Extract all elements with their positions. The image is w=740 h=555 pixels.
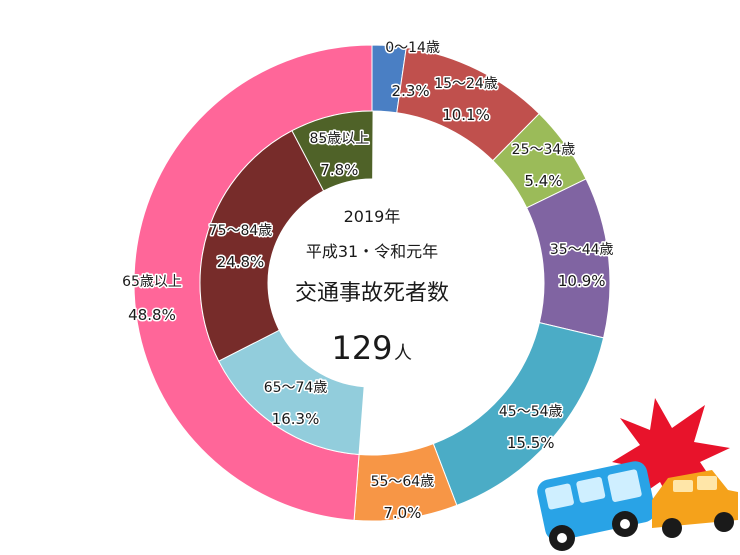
car-icon [652,470,738,538]
outer-slice-percent: 10.1% [442,106,490,124]
inner-slice-percent: 7.8% [320,161,358,179]
outer-slice-label: 45～54歳 [499,404,563,420]
center-year: 2019年 [344,207,401,226]
outer-slice-label: 25～34歳 [512,142,576,158]
center-count: 129 [331,329,392,367]
car-crash-illustration [537,398,738,551]
outer-slice-percent: 5.4% [524,172,562,190]
outer-slice-label: 0～14歳 [385,40,440,56]
inner-slice-label: 75～84歳 [209,223,273,239]
outer-labels: 0～14歳 2.3% 15～24歳 10.1% 25～34歳 5.4% 35～44歳 10.9… [121,39,615,524]
bus-icon [537,461,656,551]
outer-slice-percent: 2.3% [392,82,430,100]
inner-labels: 65～74歳 16.3% 75～84歳 24.8% 85歳以上 7.8% [207,129,371,429]
outer-slice-percent: 7.0% [383,504,421,522]
outer-slice-percent: 48.8% [128,306,176,324]
outer-slice [526,178,611,339]
outer-slice-label: 15～24歳 [434,76,498,92]
center-title: 交通事故死者数 [295,281,449,306]
outer-slice-label: 35～44歳 [550,242,614,258]
outer-slice-label: 65歳以上 [122,274,182,290]
outer-ring [133,44,611,522]
center-text: 2019年 平成31・令和元年 交通事故死者数 129 人 [295,207,449,367]
inner-ring [199,110,374,456]
center-unit: 人 [394,343,412,364]
inner-slice-percent: 16.3% [272,410,320,428]
inner-slice-percent: 24.8% [217,253,265,271]
outer-slice-label: 55～64歳 [371,474,435,490]
inner-slice-label: 85歳以上 [309,131,369,147]
center-hole [268,179,476,387]
center-era: 平成31・令和元年 [306,242,438,261]
outer-slice-percent: 15.5% [507,434,555,452]
inner-slice-label: 65～74歳 [264,380,328,396]
outer-slice-percent: 10.9% [558,272,606,290]
